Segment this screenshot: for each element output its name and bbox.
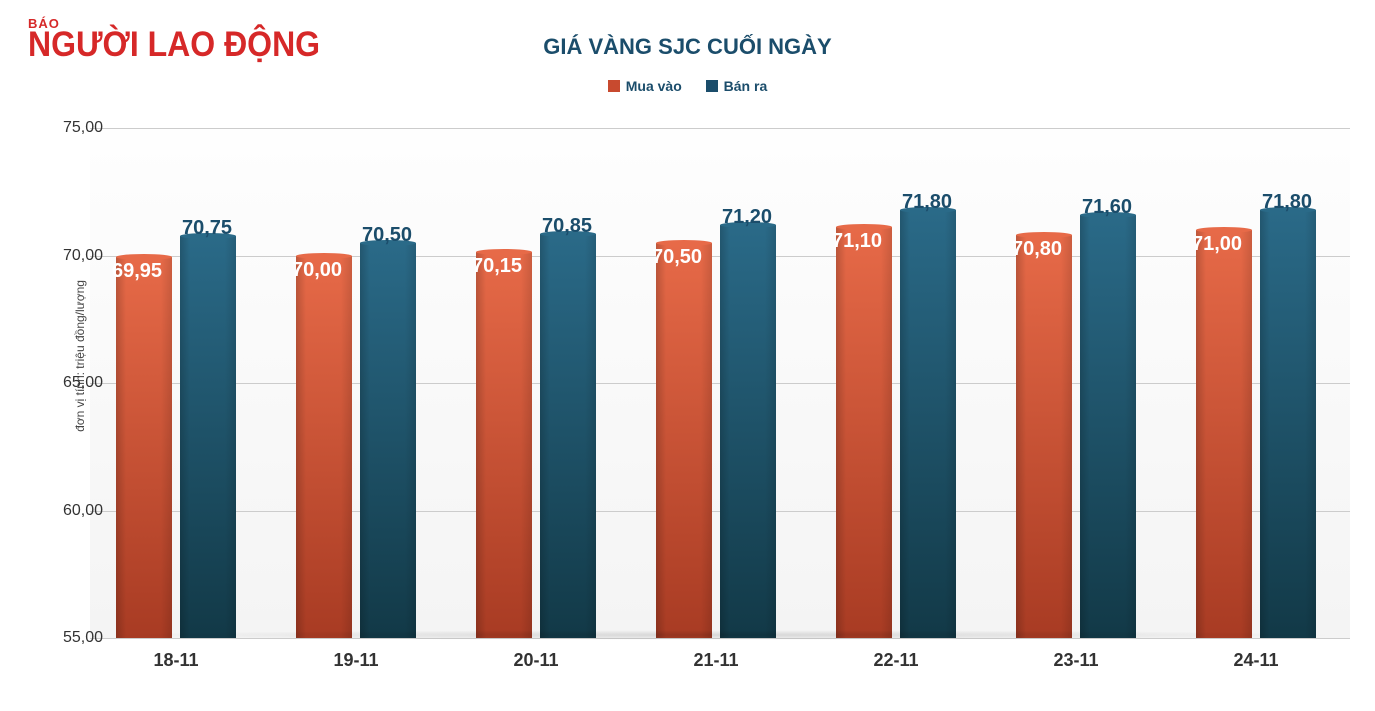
legend-label-ban-ra: Bán ra	[724, 78, 768, 94]
legend-item-ban-ra: Bán ra	[706, 78, 768, 94]
plot-area: 69,95 70,75 70,00 70,50 70,15 70,85 70,50 71,20…	[90, 128, 1350, 638]
y-tick-label: 60,00	[43, 502, 103, 520]
gridline	[90, 638, 1350, 639]
value-label-ban-ra: 71,60	[1082, 196, 1132, 219]
y-axis-title: đơn vị tính: triệu đồng/lượng	[73, 280, 87, 432]
value-label-ban-ra: 71,80	[902, 191, 952, 214]
x-tick-label: 18-11	[153, 650, 198, 671]
value-label-ban-ra: 71,80	[1262, 191, 1312, 214]
bar-group: 70,50 71,20	[650, 128, 790, 638]
bar-ban-ra	[180, 236, 236, 638]
value-label-mua-vao: 71,10	[832, 230, 882, 253]
bar-mua-vao	[656, 243, 712, 638]
x-tick-label: 20-11	[513, 650, 558, 671]
bar-group: 70,80 71,60	[1010, 128, 1150, 638]
x-tick-label: 24-11	[1233, 650, 1278, 671]
chart-legend: Mua vào Bán ra	[0, 78, 1375, 95]
y-tick-label: 70,00	[43, 247, 103, 265]
legend-swatch-mua-vao	[608, 80, 620, 92]
bar-ban-ra	[360, 243, 416, 638]
value-label-ban-ra: 70,50	[362, 224, 412, 247]
y-tick-label: 55,00	[43, 629, 103, 647]
value-label-ban-ra: 70,85	[542, 215, 592, 238]
bar-group: 69,95 70,75	[110, 128, 250, 638]
bar-ban-ra	[900, 210, 956, 638]
bar-ban-ra	[1080, 215, 1136, 638]
legend-item-mua-vao: Mua vào	[608, 78, 682, 94]
value-label-mua-vao: 70,50	[652, 246, 702, 269]
bar-mua-vao	[1196, 230, 1252, 638]
value-label-mua-vao: 71,00	[1192, 233, 1242, 256]
value-label-mua-vao: 69,95	[112, 260, 162, 283]
bar-group: 71,10 71,80	[830, 128, 970, 638]
bar-mua-vao	[1016, 235, 1072, 638]
bar-mua-vao	[296, 256, 352, 639]
bar-group: 70,15 70,85	[470, 128, 610, 638]
bar-mua-vao	[836, 227, 892, 638]
x-tick-label: 22-11	[873, 650, 918, 671]
value-label-mua-vao: 70,15	[472, 255, 522, 278]
legend-label-mua-vao: Mua vào	[626, 78, 682, 94]
y-tick-label: 75,00	[43, 119, 103, 137]
bar-mua-vao	[476, 252, 532, 638]
bar-ban-ra	[720, 225, 776, 638]
bar-group: 71,00 71,80	[1190, 128, 1330, 638]
x-tick-label: 23-11	[1053, 650, 1098, 671]
value-label-mua-vao: 70,00	[292, 259, 342, 282]
bar-mua-vao	[116, 257, 172, 638]
bar-ban-ra	[540, 234, 596, 638]
value-label-ban-ra: 70,75	[182, 217, 232, 240]
value-label-ban-ra: 71,20	[722, 206, 772, 229]
value-label-mua-vao: 70,80	[1012, 238, 1062, 261]
legend-swatch-ban-ra	[706, 80, 718, 92]
chart-title: GIÁ VÀNG SJC CUỐI NGÀY	[0, 34, 1375, 60]
bar-ban-ra	[1260, 210, 1316, 638]
bar-group: 70,00 70,50	[290, 128, 430, 638]
x-tick-label: 21-11	[693, 650, 738, 671]
x-tick-label: 19-11	[333, 650, 378, 671]
y-tick-label: 65,00	[43, 374, 103, 392]
